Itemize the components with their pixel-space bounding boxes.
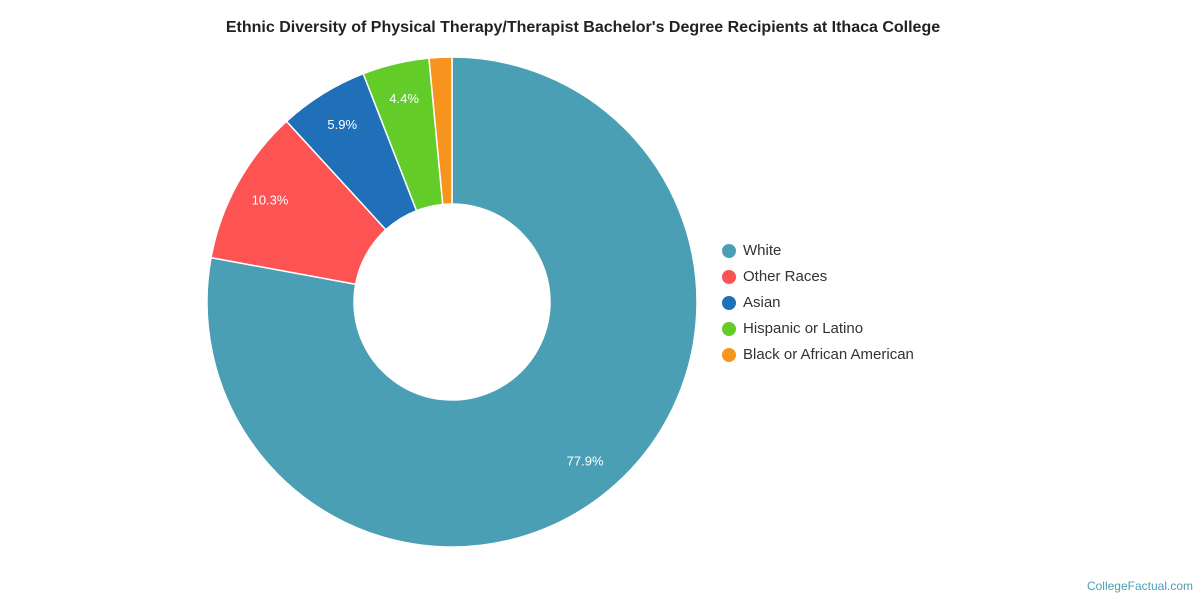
donut-slice — [206, 56, 698, 548]
value-label: 4.4% — [389, 91, 419, 106]
donut-slice — [428, 56, 453, 206]
value-label: 10.3% — [252, 193, 289, 208]
value-label: 77.9% — [567, 453, 604, 468]
legend-marker — [722, 348, 736, 362]
donut-slice — [210, 120, 387, 286]
legend-marker — [722, 270, 736, 284]
legend-label: Hispanic or Latino — [743, 320, 863, 337]
source[interactable]: CollegeFactual.com — [1087, 579, 1193, 593]
legend-marker — [722, 322, 736, 336]
legend-label: Black or African American — [743, 346, 914, 363]
legend-marker — [722, 296, 736, 310]
legend-label: White — [743, 242, 781, 259]
legend-label: Asian — [743, 294, 781, 311]
legend-marker — [722, 244, 736, 258]
value-label: 5.9% — [327, 117, 357, 132]
chart-title: Ethnic Diversity of Physical Therapy/The… — [226, 19, 940, 36]
legend-label: Other Races — [743, 268, 827, 285]
